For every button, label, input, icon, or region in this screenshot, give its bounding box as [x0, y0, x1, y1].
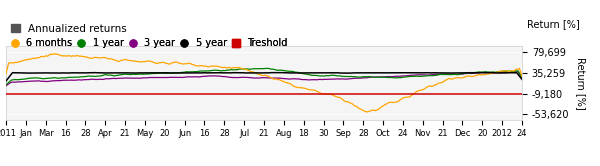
Text: Return [%]: Return [%]: [527, 19, 580, 29]
Y-axis label: Return [%]: Return [%]: [576, 57, 586, 109]
Legend: 6 months, 1 year, 3 year, 5 year, Treshold: 6 months, 1 year, 3 year, 5 year, Tresho…: [11, 38, 288, 48]
